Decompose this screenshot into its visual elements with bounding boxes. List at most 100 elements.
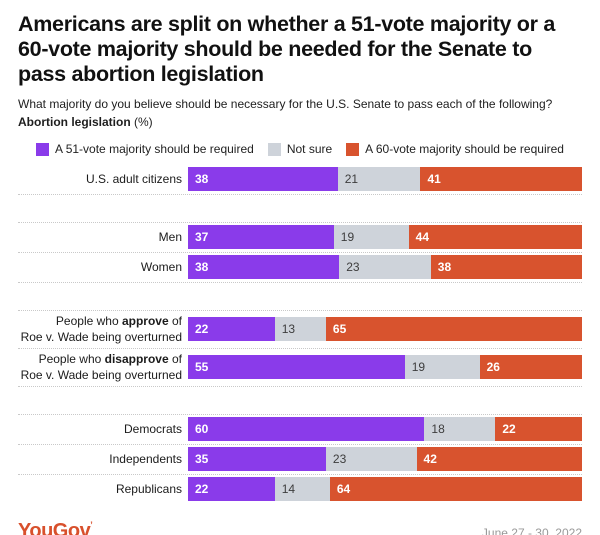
bar-segment-60-vote-majority: 26: [479, 355, 582, 380]
bar-segment-60-vote-majority: 41: [420, 167, 582, 192]
stacked-bar-chart: U.S. adult citizens 38 21 41 Men 37 19 44 Women 3…: [18, 165, 583, 504]
stacked-bar: 35 23 42: [188, 447, 583, 472]
legend: A 51-vote majority should be required Not…: [18, 142, 582, 156]
measure-label: Abortion legislation (%): [18, 115, 582, 129]
bar-segment-60-vote-majority: 42: [416, 447, 583, 472]
bar-segment-51-vote-majority: 55: [188, 355, 405, 380]
segment-value: 23: [332, 452, 347, 467]
chart-row: People who approve of Roe v. Wade being o…: [18, 310, 582, 350]
segment-value: 19: [411, 360, 426, 375]
bar-segment-51-vote-majority: 38: [188, 255, 340, 280]
bar-segment-not-sure: 23: [339, 255, 431, 280]
measure-unit: (%): [130, 115, 153, 130]
segment-value: 42: [423, 452, 437, 467]
segment-value: 22: [195, 322, 209, 337]
chart-row: People who disapprove of Roe v. Wade bein…: [18, 349, 582, 388]
bar-segment-51-vote-majority: 22: [188, 477, 275, 502]
legend-swatch-icon: [267, 142, 281, 156]
title-line-2: 60-vote majority should be needed for th…: [18, 36, 532, 61]
bar-segment-51-vote-majority: 35: [188, 447, 326, 472]
legend-label: A 51-vote majority should be required: [55, 142, 254, 157]
legend-item-not-sure: Not sure: [267, 142, 333, 157]
legend-item-51-vote-majority: A 51-vote majority should be required: [36, 142, 254, 156]
segment-value: 38: [195, 260, 209, 275]
stacked-bar: 37 19 44: [188, 225, 582, 250]
bar-segment-51-vote-majority: 38: [188, 167, 338, 192]
segment-value: 22: [502, 422, 516, 437]
segment-value: 19: [340, 230, 355, 245]
row-label: Women: [140, 260, 182, 275]
row-label: U.S. adult citizens: [85, 172, 182, 187]
segment-value: 14: [281, 482, 296, 497]
chart-header: Americans are split on whether a 51-vote…: [18, 12, 582, 129]
bar-segment-not-sure: 21: [337, 167, 421, 192]
bar-segment-60-vote-majority: 65: [325, 317, 582, 342]
title-line-3: pass abortion legislation: [18, 61, 264, 86]
stacked-bar: 38 23 38: [188, 255, 582, 280]
row-group-4: Democrats 60 18 22 Independents 35 23 42 Republi…: [18, 414, 583, 504]
stacked-bar: 60 18 22: [188, 417, 583, 442]
segment-value: 22: [195, 482, 209, 497]
legend-swatch-icon: [346, 142, 360, 156]
segment-value: 38: [195, 172, 209, 187]
brand-text: YouGov: [18, 520, 91, 535]
bar-segment-not-sure: 18: [424, 417, 496, 442]
stacked-bar: 22 13 65: [188, 317, 582, 342]
row-label: Independents: [109, 452, 182, 467]
segment-value: 44: [415, 230, 429, 245]
chart-row: Men 37 19 44: [18, 222, 582, 254]
segment-value: 41: [427, 172, 441, 187]
bar-segment-60-vote-majority: 22: [495, 417, 583, 442]
title-line-1: Americans are split on whether a 51-vote…: [18, 12, 556, 36]
row-group-2: Men 37 19 44 Women 38 23 38: [18, 222, 582, 284]
row-group-1: U.S. adult citizens 38 21 41: [18, 165, 582, 196]
bar-segment-60-vote-majority: 64: [329, 477, 582, 502]
legend-label: A 60-vote majority should be required: [365, 142, 564, 157]
segment-value: 18: [431, 422, 445, 437]
row-label: Men: [158, 230, 182, 245]
chart-row: Democrats 60 18 22: [18, 414, 583, 446]
chart-row: Women 38 23 38: [18, 253, 582, 284]
row-label: People who approve of Roe v. Wade being o…: [20, 314, 182, 345]
bar-segment-not-sure: 19: [404, 355, 480, 380]
stacked-bar: 22 14 64: [188, 477, 582, 502]
row-label: Republicans: [115, 482, 182, 497]
measure-label-bold: Abortion legislation: [18, 115, 131, 130]
row-group-3: People who approve of Roe v. Wade being o…: [18, 310, 582, 388]
segment-value: 55: [195, 360, 209, 375]
segment-value: 35: [195, 452, 209, 467]
segment-value: 21: [344, 172, 359, 187]
stacked-bar: 38 21 41: [188, 167, 582, 192]
bar-segment-not-sure: 19: [333, 225, 409, 250]
segment-value: 26: [486, 360, 500, 375]
bar-segment-not-sure: 14: [274, 477, 330, 502]
segment-value: 13: [281, 322, 296, 337]
bar-segment-not-sure: 13: [274, 317, 326, 342]
segment-value: 37: [195, 230, 209, 245]
page-title: Americans are split on whether a 51-vote…: [18, 12, 582, 87]
bar-segment-60-vote-majority: 44: [408, 225, 582, 250]
bar-segment-51-vote-majority: 22: [188, 317, 275, 342]
bar-segment-51-vote-majority: 37: [188, 225, 334, 250]
stacked-bar: 55 19 26: [188, 355, 582, 380]
survey-question: What majority do you believe should be n…: [18, 96, 553, 111]
segment-value: 23: [346, 260, 360, 275]
survey-date-range: June 27 - 30, 2022: [481, 526, 582, 535]
chart-row: U.S. adult citizens 38 21 41: [18, 165, 582, 196]
segment-value: 60: [195, 422, 209, 437]
segment-value: 65: [332, 322, 347, 337]
segment-value: 64: [336, 482, 351, 497]
trademark-tick-icon: ’: [90, 520, 93, 531]
segment-value: 38: [437, 260, 452, 275]
chart-row: Republicans 22 14 64: [18, 475, 582, 504]
chart-row: Independents 35 23 42: [18, 445, 583, 476]
legend-item-60-vote-majority: A 60-vote majority should be required: [346, 142, 564, 156]
row-label: People who disapprove of Roe v. Wade bein…: [20, 352, 182, 383]
legend-swatch-icon: [36, 142, 50, 156]
legend-label: Not sure: [286, 142, 333, 157]
bar-segment-51-vote-majority: 60: [188, 417, 425, 442]
bar-segment-60-vote-majority: 38: [430, 255, 582, 280]
yougov-logo: YouGov’: [18, 520, 93, 535]
bar-segment-not-sure: 23: [325, 447, 417, 472]
row-label: Democrats: [123, 422, 182, 437]
